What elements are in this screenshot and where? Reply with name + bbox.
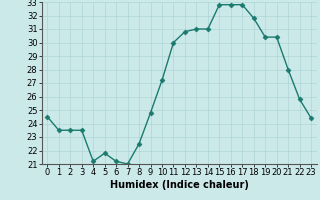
X-axis label: Humidex (Indice chaleur): Humidex (Indice chaleur) <box>110 180 249 190</box>
